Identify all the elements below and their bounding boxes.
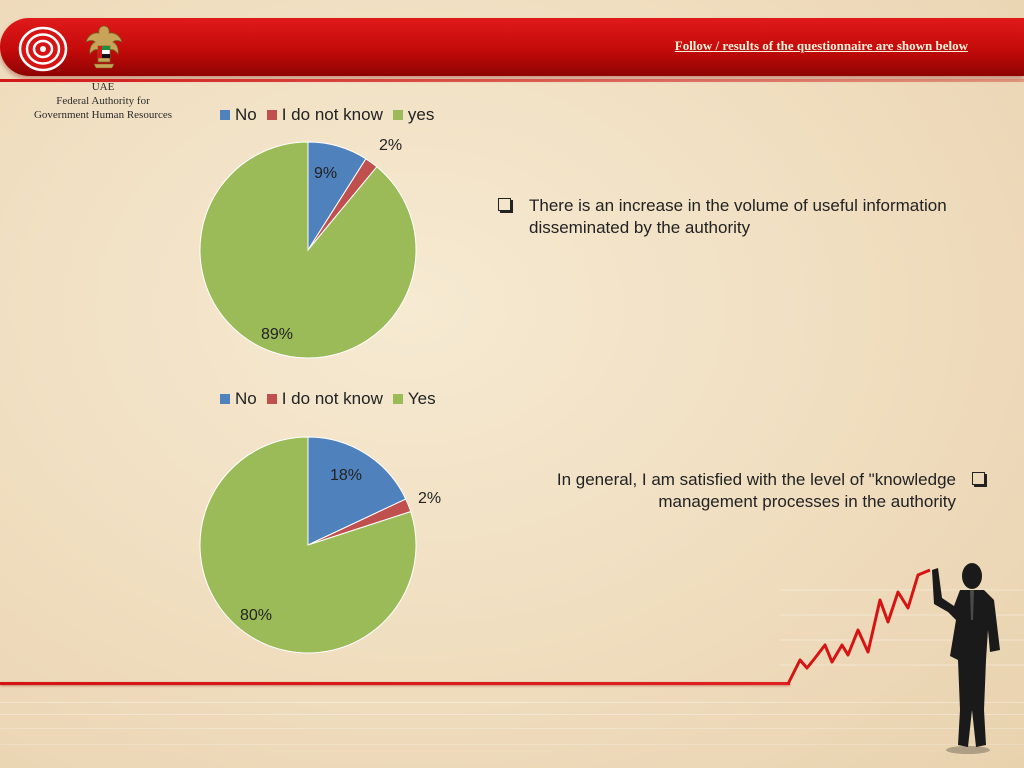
chart2-legend-item-dont-know: I do not know bbox=[266, 389, 383, 409]
chart2-legend-label-no: No bbox=[235, 389, 257, 408]
chart1-legend-label-no: No bbox=[235, 105, 257, 124]
chart1-pie bbox=[199, 141, 417, 359]
chart2-legend-item-no: No bbox=[220, 389, 257, 409]
target-emblem-icon bbox=[18, 26, 68, 72]
chart1-legend-label-dont-know: I do not know bbox=[281, 105, 383, 124]
chart2-legend: No I do not know Yes bbox=[220, 389, 446, 409]
floor-lines-decoration bbox=[0, 702, 1024, 745]
pie-slice-yes bbox=[199, 436, 417, 654]
pie-slice-no bbox=[307, 436, 407, 546]
legend-swatch-yes bbox=[392, 110, 403, 120]
org-block: UAE Federal Authority for Government Hum… bbox=[20, 80, 186, 122]
checkbox-icon bbox=[972, 472, 985, 485]
statement-second-line1: In general, I am satisfied with the leve… bbox=[556, 470, 956, 489]
chart1-label-yes: 89% bbox=[261, 326, 294, 343]
chart1-label-no: 9% bbox=[314, 165, 338, 182]
chart1-legend-label-yes: yes bbox=[407, 105, 435, 124]
chart2-legend-item-yes: Yes bbox=[392, 389, 436, 409]
chart1-legend-item-yes: yes bbox=[392, 105, 435, 125]
pie-slice-yes bbox=[199, 141, 417, 359]
legend-swatch-dont-know bbox=[266, 394, 277, 404]
chart2-label-no: 18% bbox=[330, 467, 363, 484]
statement-second: In general, I am satisfied with the leve… bbox=[470, 469, 956, 513]
header-title: Follow / results of the questionnaire ar… bbox=[674, 38, 968, 53]
chart2-pie bbox=[199, 436, 417, 654]
chart1-legend: No I do not know yes bbox=[220, 105, 444, 125]
legend-swatch-no bbox=[220, 394, 230, 404]
org-line-department: Government Human Resources bbox=[33, 109, 173, 121]
chart1-legend-item-dont-know: I do not know bbox=[266, 105, 383, 125]
checkbox-icon bbox=[498, 198, 511, 211]
header-bar: Follow / results of the questionnaire ar… bbox=[0, 18, 1024, 82]
chart2-legend-label-dont-know: I do not know bbox=[281, 389, 383, 408]
chart1-legend-item-no: No bbox=[220, 105, 257, 125]
chart2-label-yes: 80% bbox=[240, 607, 273, 624]
legend-swatch-dont-know bbox=[266, 110, 277, 120]
org-line-country: UAE bbox=[91, 81, 115, 93]
statement-first: There is an increase in the volume of us… bbox=[529, 196, 947, 237]
legend-swatch-yes bbox=[392, 394, 403, 404]
chart2-label-dont-know: 2% bbox=[418, 490, 442, 507]
statement-second-line2: management processes in the authority bbox=[658, 492, 956, 511]
legend-swatch-no bbox=[220, 110, 230, 120]
chart1-label-dont-know: 2% bbox=[379, 137, 403, 154]
businessman-silhouette-icon bbox=[932, 563, 1000, 754]
chart2-legend-label-yes: Yes bbox=[407, 389, 436, 408]
org-line-authority: Federal Authority for bbox=[56, 95, 150, 107]
eagle-emblem-icon bbox=[85, 25, 123, 69]
bottom-red-line bbox=[0, 682, 790, 685]
